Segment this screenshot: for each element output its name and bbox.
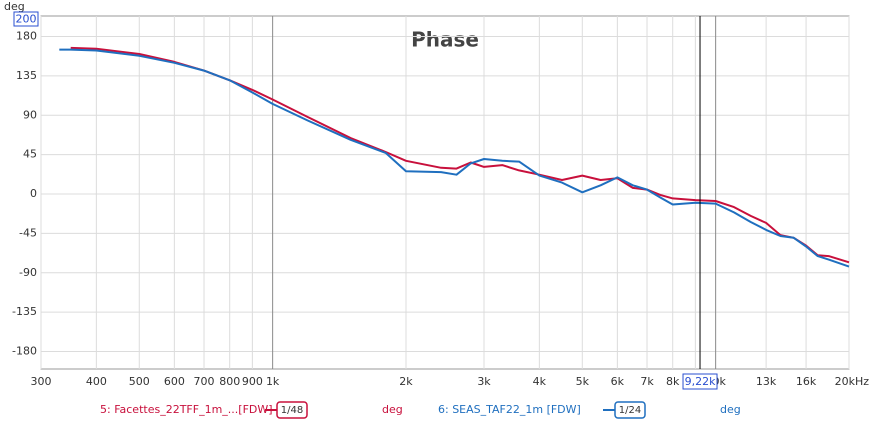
legend-unit: deg — [720, 403, 741, 416]
legend-smoothing: 1/48 — [281, 405, 303, 416]
y-tick-label: 135 — [16, 69, 37, 82]
x-tick-label: 5k — [576, 375, 590, 388]
x-tick-label: 2k — [399, 375, 413, 388]
ylim-top-label: 200 — [16, 13, 37, 26]
series-line — [70, 46, 850, 264]
x-tick-label: 600 — [164, 375, 185, 388]
x-tick-label: 6k — [611, 375, 625, 388]
x-tick-label: 1k — [266, 375, 280, 388]
cursor-box — [682, 373, 718, 390]
legend-smoothing-box — [276, 401, 308, 419]
y-tick-label: -180 — [12, 345, 37, 358]
x-tick-label: 300 — [31, 375, 52, 388]
x-tick-label: 4k — [533, 375, 547, 388]
cursor-label: 9,22k — [685, 375, 716, 388]
legend-name: 5: Facettes_22TFF_1m_...[FDW] — [100, 403, 273, 416]
y-tick-label: 90 — [23, 108, 37, 121]
y-tick-label: 45 — [23, 148, 37, 161]
y-tick-label: -45 — [19, 226, 37, 239]
x-tick-label: 900 — [242, 375, 263, 388]
plot-frame — [40, 15, 850, 370]
x-tick-label: 13k — [756, 375, 777, 388]
x-tick-label: 500 — [129, 375, 150, 388]
series-line — [59, 48, 850, 268]
x-tick-label: 20kHz — [835, 375, 869, 388]
x-tick-label: 400 — [86, 375, 107, 388]
x-tick-label: 16k — [796, 375, 817, 388]
legend-smoothing-box — [614, 401, 646, 419]
legend-name: 6: SEAS_TAF22_1m [FDW] — [438, 403, 581, 416]
x-tick-label: 3k — [477, 375, 491, 388]
y-tick-label: -90 — [19, 266, 37, 279]
y-tick-label: 0 — [30, 187, 37, 200]
legend-unit: deg — [382, 403, 403, 416]
x-tick-label: 700 — [194, 375, 215, 388]
chart-title: Phase — [411, 28, 479, 52]
y-tick-label: -135 — [12, 305, 37, 318]
legend-smoothing: 1/24 — [619, 405, 641, 416]
x-tick-label: 7k — [640, 375, 654, 388]
ylim-box — [13, 11, 39, 27]
y-tick-label: 180 — [16, 30, 37, 43]
x-tick-label: 800 — [219, 375, 240, 388]
x-tick-label: 8k — [666, 375, 680, 388]
y-unit: deg — [4, 0, 25, 13]
